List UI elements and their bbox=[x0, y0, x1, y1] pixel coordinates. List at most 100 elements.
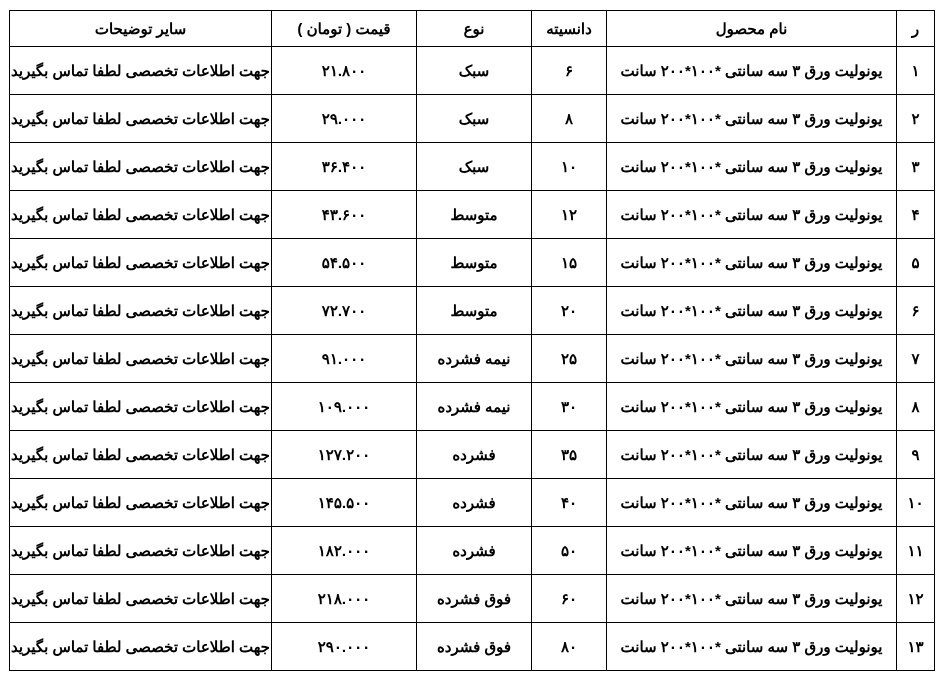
cell-row-num: ۳ bbox=[897, 143, 935, 191]
cell-density: ۶۰ bbox=[532, 575, 607, 623]
price-table: ر نام محصول دانسیته نوع قیمت ( تومان ) س… bbox=[9, 10, 935, 671]
cell-price: ۱۰۹.۰۰۰ bbox=[272, 383, 417, 431]
cell-product-name: یونولیت ورق ۳ سه سانتی *۱۰۰*۲۰۰ سانت bbox=[607, 191, 897, 239]
cell-price: ۲۹۰.۰۰۰ bbox=[272, 623, 417, 671]
cell-price: ۲۹.۰۰۰ bbox=[272, 95, 417, 143]
table-row: ۶یونولیت ورق ۳ سه سانتی *۱۰۰*۲۰۰ سانت۲۰م… bbox=[10, 287, 935, 335]
cell-notes: جهت اطلاعات تخصصی لطفا تماس بگیرید bbox=[10, 575, 272, 623]
cell-type: سبک bbox=[417, 47, 532, 95]
cell-density: ۳۵ bbox=[532, 431, 607, 479]
cell-notes: جهت اطلاعات تخصصی لطفا تماس بگیرید bbox=[10, 527, 272, 575]
cell-row-num: ۱۰ bbox=[897, 479, 935, 527]
cell-type: فشرده bbox=[417, 431, 532, 479]
cell-notes: جهت اطلاعات تخصصی لطفا تماس بگیرید bbox=[10, 335, 272, 383]
cell-type: فوق فشرده bbox=[417, 623, 532, 671]
table-row: ۵یونولیت ورق ۳ سه سانتی *۱۰۰*۲۰۰ سانت۱۵م… bbox=[10, 239, 935, 287]
cell-notes: جهت اطلاعات تخصصی لطفا تماس بگیرید bbox=[10, 479, 272, 527]
cell-product-name: یونولیت ورق ۳ سه سانتی *۱۰۰*۲۰۰ سانت bbox=[607, 527, 897, 575]
cell-row-num: ۵ bbox=[897, 239, 935, 287]
table-row: ۹یونولیت ورق ۳ سه سانتی *۱۰۰*۲۰۰ سانت۳۵ف… bbox=[10, 431, 935, 479]
cell-density: ۱۵ bbox=[532, 239, 607, 287]
header-price: قیمت ( تومان ) bbox=[272, 11, 417, 47]
cell-type: متوسط bbox=[417, 287, 532, 335]
cell-product-name: یونولیت ورق ۳ سه سانتی *۱۰۰*۲۰۰ سانت bbox=[607, 239, 897, 287]
cell-notes: جهت اطلاعات تخصصی لطفا تماس بگیرید bbox=[10, 623, 272, 671]
cell-density: ۸ bbox=[532, 95, 607, 143]
cell-product-name: یونولیت ورق ۳ سه سانتی *۱۰۰*۲۰۰ سانت bbox=[607, 95, 897, 143]
cell-row-num: ۱۲ bbox=[897, 575, 935, 623]
cell-price: ۳۶.۴۰۰ bbox=[272, 143, 417, 191]
cell-price: ۲۱۸.۰۰۰ bbox=[272, 575, 417, 623]
cell-notes: جهت اطلاعات تخصصی لطفا تماس بگیرید bbox=[10, 431, 272, 479]
table-row: ۱۱یونولیت ورق ۳ سه سانتی *۱۰۰*۲۰۰ سانت۵۰… bbox=[10, 527, 935, 575]
cell-type: نیمه فشرده bbox=[417, 335, 532, 383]
table-header: ر نام محصول دانسیته نوع قیمت ( تومان ) س… bbox=[10, 11, 935, 47]
cell-notes: جهت اطلاعات تخصصی لطفا تماس بگیرید bbox=[10, 239, 272, 287]
cell-notes: جهت اطلاعات تخصصی لطفا تماس بگیرید bbox=[10, 287, 272, 335]
cell-row-num: ۱ bbox=[897, 47, 935, 95]
header-density: دانسیته bbox=[532, 11, 607, 47]
table-row: ۱۳یونولیت ورق ۳ سه سانتی *۱۰۰*۲۰۰ سانت۸۰… bbox=[10, 623, 935, 671]
cell-row-num: ۴ bbox=[897, 191, 935, 239]
cell-type: متوسط bbox=[417, 191, 532, 239]
cell-price: ۲۱.۸۰۰ bbox=[272, 47, 417, 95]
cell-notes: جهت اطلاعات تخصصی لطفا تماس بگیرید bbox=[10, 47, 272, 95]
cell-density: ۱۲ bbox=[532, 191, 607, 239]
cell-product-name: یونولیت ورق ۳ سه سانتی *۱۰۰*۲۰۰ سانت bbox=[607, 143, 897, 191]
table-row: ۷یونولیت ورق ۳ سه سانتی *۱۰۰*۲۰۰ سانت۲۵ن… bbox=[10, 335, 935, 383]
cell-type: فشرده bbox=[417, 527, 532, 575]
price-table-container: ر نام محصول دانسیته نوع قیمت ( تومان ) س… bbox=[10, 10, 935, 671]
cell-density: ۶ bbox=[532, 47, 607, 95]
cell-product-name: یونولیت ورق ۳ سه سانتی *۱۰۰*۲۰۰ سانت bbox=[607, 575, 897, 623]
cell-density: ۳۰ bbox=[532, 383, 607, 431]
table-row: ۴یونولیت ورق ۳ سه سانتی *۱۰۰*۲۰۰ سانت۱۲م… bbox=[10, 191, 935, 239]
cell-row-num: ۶ bbox=[897, 287, 935, 335]
cell-product-name: یونولیت ورق ۳ سه سانتی *۱۰۰*۲۰۰ سانت bbox=[607, 335, 897, 383]
cell-notes: جهت اطلاعات تخصصی لطفا تماس بگیرید bbox=[10, 95, 272, 143]
cell-density: ۱۰ bbox=[532, 143, 607, 191]
table-row: ۸یونولیت ورق ۳ سه سانتی *۱۰۰*۲۰۰ سانت۳۰ن… bbox=[10, 383, 935, 431]
cell-type: فشرده bbox=[417, 479, 532, 527]
header-row: ر نام محصول دانسیته نوع قیمت ( تومان ) س… bbox=[10, 11, 935, 47]
table-row: ۳یونولیت ورق ۳ سه سانتی *۱۰۰*۲۰۰ سانت۱۰س… bbox=[10, 143, 935, 191]
cell-type: نیمه فشرده bbox=[417, 383, 532, 431]
header-notes: سایر توضیحات bbox=[10, 11, 272, 47]
cell-product-name: یونولیت ورق ۳ سه سانتی *۱۰۰*۲۰۰ سانت bbox=[607, 431, 897, 479]
cell-row-num: ۹ bbox=[897, 431, 935, 479]
table-row: ۲یونولیت ورق ۳ سه سانتی *۱۰۰*۲۰۰ سانت۸سب… bbox=[10, 95, 935, 143]
cell-density: ۵۰ bbox=[532, 527, 607, 575]
cell-product-name: یونولیت ورق ۳ سه سانتی *۱۰۰*۲۰۰ سانت bbox=[607, 623, 897, 671]
cell-type: متوسط bbox=[417, 239, 532, 287]
cell-price: ۹۱.۰۰۰ bbox=[272, 335, 417, 383]
cell-price: ۷۲.۷۰۰ bbox=[272, 287, 417, 335]
table-row: ۱یونولیت ورق ۳ سه سانتی *۱۰۰*۲۰۰ سانت۶سب… bbox=[10, 47, 935, 95]
table-row: ۱۰یونولیت ورق ۳ سه سانتی *۱۰۰*۲۰۰ سانت۴۰… bbox=[10, 479, 935, 527]
cell-notes: جهت اطلاعات تخصصی لطفا تماس بگیرید bbox=[10, 191, 272, 239]
cell-density: ۴۰ bbox=[532, 479, 607, 527]
cell-price: ۱۲۷.۲۰۰ bbox=[272, 431, 417, 479]
cell-price: ۱۴۵.۵۰۰ bbox=[272, 479, 417, 527]
cell-price: ۴۳.۶۰۰ bbox=[272, 191, 417, 239]
cell-price: ۵۴.۵۰۰ bbox=[272, 239, 417, 287]
cell-product-name: یونولیت ورق ۳ سه سانتی *۱۰۰*۲۰۰ سانت bbox=[607, 47, 897, 95]
cell-type: فوق فشرده bbox=[417, 575, 532, 623]
cell-product-name: یونولیت ورق ۳ سه سانتی *۱۰۰*۲۰۰ سانت bbox=[607, 287, 897, 335]
table-body: ۱یونولیت ورق ۳ سه سانتی *۱۰۰*۲۰۰ سانت۶سب… bbox=[10, 47, 935, 671]
cell-product-name: یونولیت ورق ۳ سه سانتی *۱۰۰*۲۰۰ سانت bbox=[607, 383, 897, 431]
cell-row-num: ۷ bbox=[897, 335, 935, 383]
cell-product-name: یونولیت ورق ۳ سه سانتی *۱۰۰*۲۰۰ سانت bbox=[607, 479, 897, 527]
cell-row-num: ۱۳ bbox=[897, 623, 935, 671]
cell-row-num: ۱۱ bbox=[897, 527, 935, 575]
cell-price: ۱۸۲.۰۰۰ bbox=[272, 527, 417, 575]
cell-density: ۲۵ bbox=[532, 335, 607, 383]
cell-notes: جهت اطلاعات تخصصی لطفا تماس بگیرید bbox=[10, 383, 272, 431]
table-row: ۱۲یونولیت ورق ۳ سه سانتی *۱۰۰*۲۰۰ سانت۶۰… bbox=[10, 575, 935, 623]
cell-row-num: ۲ bbox=[897, 95, 935, 143]
cell-type: سبک bbox=[417, 143, 532, 191]
header-product-name: نام محصول bbox=[607, 11, 897, 47]
cell-density: ۸۰ bbox=[532, 623, 607, 671]
header-type: نوع bbox=[417, 11, 532, 47]
cell-density: ۲۰ bbox=[532, 287, 607, 335]
header-row-num: ر bbox=[897, 11, 935, 47]
cell-notes: جهت اطلاعات تخصصی لطفا تماس بگیرید bbox=[10, 143, 272, 191]
